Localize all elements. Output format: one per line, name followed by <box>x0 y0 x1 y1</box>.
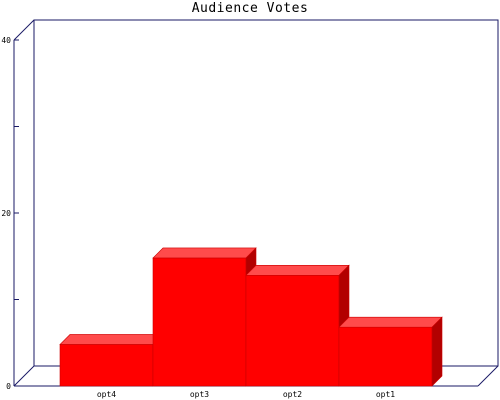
bar-side-opt1 <box>431 316 443 387</box>
bar-top-opt1 <box>338 316 443 328</box>
bar-top-opt3 <box>152 247 257 259</box>
chart-title: Audience Votes <box>191 1 309 16</box>
bar-opt1 <box>338 326 433 387</box>
floor-right-edge <box>477 365 499 387</box>
x-tick-label-opt2: opt2 <box>283 390 302 399</box>
x-tick-label-opt1: opt1 <box>376 390 395 399</box>
x-tick-label-opt4: opt4 <box>97 390 116 399</box>
bar-top-opt4 <box>59 334 164 345</box>
bar-top-opt2 <box>245 264 350 276</box>
y-tick-label-1: 20 <box>1 209 11 218</box>
y-tick-label-0: 0 <box>6 382 11 391</box>
floor-left-edge <box>13 365 35 387</box>
bar-opt3 <box>152 257 247 387</box>
wall-top-left-edge <box>13 19 35 41</box>
bar-opt4 <box>59 344 154 387</box>
bar-opt2 <box>245 274 340 387</box>
x-tick-label-opt3: opt3 <box>190 390 209 399</box>
y-tick-label-2: 40 <box>1 36 11 45</box>
